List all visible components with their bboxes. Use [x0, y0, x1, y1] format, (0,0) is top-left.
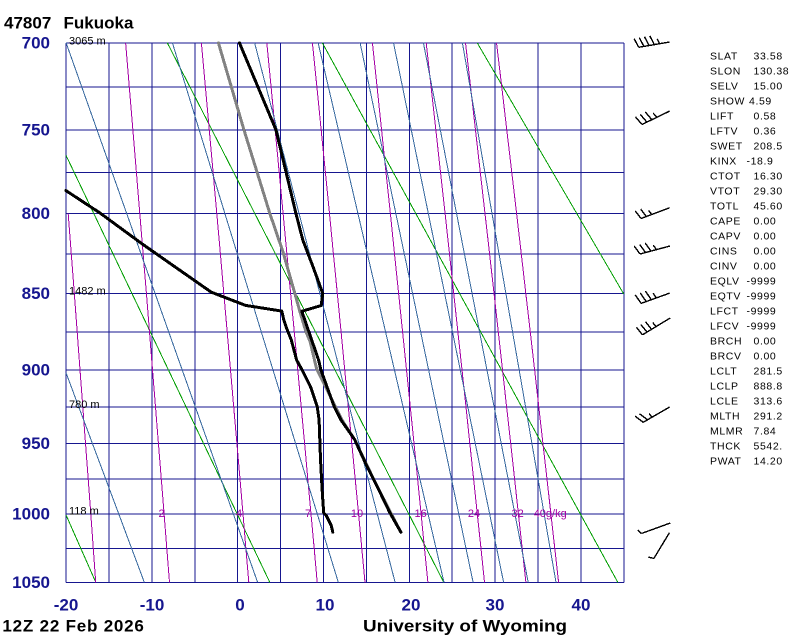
- svg-text:4.59: 4.59: [749, 95, 772, 107]
- svg-text:-9999: -9999: [747, 320, 777, 332]
- svg-text:LIFT: LIFT: [710, 110, 734, 122]
- svg-text:16: 16: [414, 508, 426, 520]
- svg-text:750: 750: [22, 121, 50, 140]
- svg-text:16.30: 16.30: [754, 170, 783, 182]
- svg-text:20: 20: [402, 596, 421, 615]
- svg-text:281.5: 281.5: [754, 365, 783, 377]
- svg-text:118 m: 118 m: [69, 506, 99, 518]
- svg-text:45.60: 45.60: [754, 200, 783, 212]
- svg-text:-9999: -9999: [747, 290, 777, 302]
- svg-text:CAPE: CAPE: [710, 215, 741, 227]
- svg-text:0.36: 0.36: [754, 125, 777, 137]
- svg-text:5542.: 5542.: [754, 440, 783, 452]
- svg-text:0: 0: [235, 596, 244, 615]
- svg-text:40g/kg: 40g/kg: [534, 508, 567, 520]
- svg-text:313.6: 313.6: [754, 395, 783, 407]
- svg-text:EQTV: EQTV: [710, 290, 741, 302]
- svg-text:MLTH: MLTH: [710, 410, 740, 422]
- svg-text:0.00: 0.00: [754, 215, 777, 227]
- svg-text:CTOT: CTOT: [710, 170, 741, 182]
- svg-text:EQLV: EQLV: [710, 275, 740, 287]
- svg-text:BRCH: BRCH: [710, 335, 742, 347]
- svg-text:-9999: -9999: [747, 275, 777, 287]
- svg-text:SELV: SELV: [710, 80, 738, 92]
- svg-text:-9999: -9999: [747, 305, 777, 317]
- svg-text:40: 40: [572, 596, 591, 615]
- svg-text:12Z 22 Feb 2026: 12Z 22 Feb 2026: [2, 617, 144, 636]
- svg-text:800: 800: [22, 204, 50, 223]
- svg-text:291.2: 291.2: [754, 410, 783, 422]
- svg-text:208.5: 208.5: [754, 140, 783, 152]
- svg-text:888.8: 888.8: [754, 380, 783, 392]
- svg-text:LCLE: LCLE: [710, 395, 739, 407]
- svg-text:2: 2: [158, 508, 164, 520]
- svg-text:BRCV: BRCV: [710, 350, 742, 362]
- svg-text:LCLP: LCLP: [710, 380, 739, 392]
- svg-text:1000: 1000: [12, 505, 50, 524]
- svg-text:900: 900: [22, 360, 50, 379]
- svg-text:15.00: 15.00: [754, 80, 783, 92]
- svg-text:0.00: 0.00: [754, 230, 777, 242]
- svg-text:10: 10: [316, 596, 335, 615]
- svg-text:3065 m: 3065 m: [69, 35, 106, 47]
- svg-text:LFCV: LFCV: [710, 320, 739, 332]
- svg-text:CAPV: CAPV: [710, 230, 741, 242]
- svg-text:0.00: 0.00: [754, 350, 777, 362]
- svg-text:THCK: THCK: [710, 440, 741, 452]
- svg-text:VTOT: VTOT: [710, 185, 740, 197]
- svg-text:850: 850: [22, 284, 50, 303]
- svg-text:LFCT: LFCT: [710, 305, 739, 317]
- svg-text:47807: 47807: [4, 13, 51, 32]
- svg-text:CINS: CINS: [710, 245, 738, 257]
- svg-text:30: 30: [486, 596, 505, 615]
- svg-text:0.00: 0.00: [754, 260, 777, 272]
- svg-text:-20: -20: [54, 596, 79, 615]
- svg-text:University of Wyoming: University of Wyoming: [363, 617, 567, 636]
- svg-text:0.58: 0.58: [754, 110, 777, 122]
- svg-text:0.00: 0.00: [754, 245, 777, 257]
- svg-text:1482 m: 1482 m: [69, 286, 106, 298]
- svg-text:SLON: SLON: [710, 65, 741, 77]
- svg-text:10: 10: [351, 508, 363, 520]
- svg-text:32: 32: [511, 508, 523, 520]
- svg-text:33.58: 33.58: [754, 50, 783, 62]
- svg-text:SLAT: SLAT: [710, 50, 738, 62]
- svg-text:130.38: 130.38: [754, 65, 790, 77]
- svg-text:950: 950: [22, 434, 50, 453]
- svg-text:24: 24: [468, 508, 480, 520]
- svg-text:KINX: KINX: [710, 155, 737, 167]
- svg-text:PWAT: PWAT: [710, 455, 742, 467]
- svg-text:SWET: SWET: [710, 140, 743, 152]
- svg-text:700: 700: [22, 33, 50, 52]
- svg-text:14.20: 14.20: [754, 455, 783, 467]
- svg-text:MLMR: MLMR: [710, 425, 743, 437]
- svg-text:4: 4: [236, 508, 242, 520]
- svg-text:7.84: 7.84: [754, 425, 777, 437]
- svg-text:29.30: 29.30: [754, 185, 783, 197]
- svg-text:1050: 1050: [12, 573, 50, 592]
- svg-text:-10: -10: [140, 596, 165, 615]
- svg-text:0.00: 0.00: [754, 335, 777, 347]
- svg-text:Fukuoka: Fukuoka: [64, 13, 134, 32]
- svg-text:-18.9: -18.9: [747, 155, 774, 167]
- svg-text:LFTV: LFTV: [710, 125, 738, 137]
- svg-text:SHOW: SHOW: [710, 95, 745, 107]
- svg-text:780 m: 780 m: [69, 399, 100, 411]
- svg-text:CINV: CINV: [710, 260, 738, 272]
- svg-text:7: 7: [305, 508, 311, 520]
- svg-text:LCLT: LCLT: [710, 365, 737, 377]
- svg-text:TOTL: TOTL: [710, 200, 739, 212]
